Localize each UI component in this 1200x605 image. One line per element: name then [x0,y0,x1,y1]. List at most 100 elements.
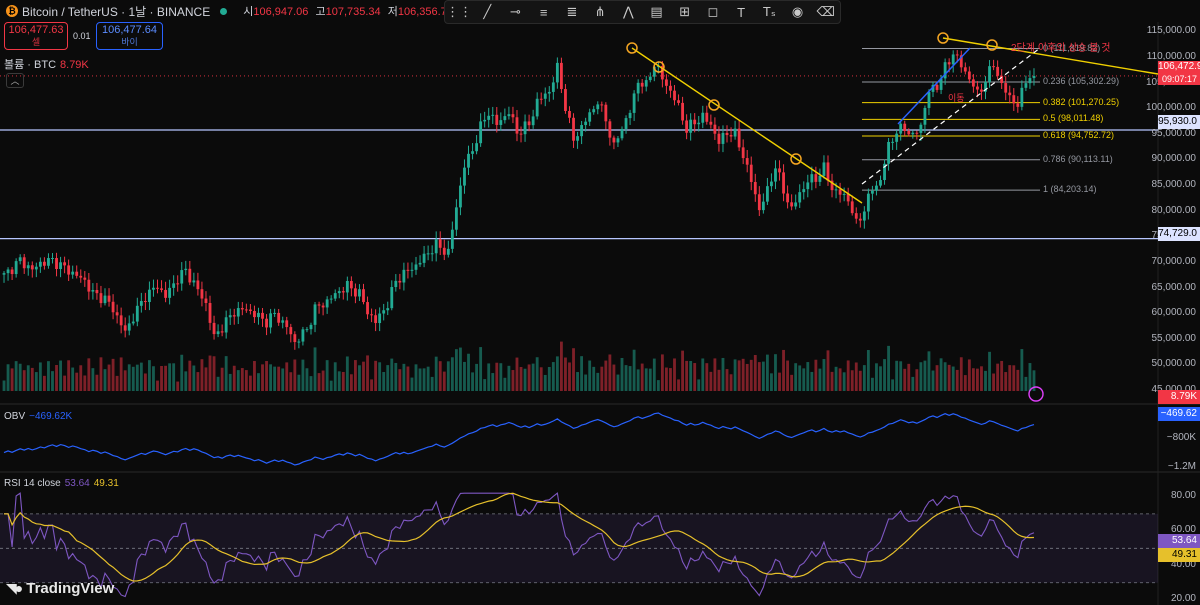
candle-body [576,136,579,141]
symbol-title[interactable]: Bitcoin / TetherUS · 1날 · BINANCE [22,4,211,19]
forecast-icon[interactable]: ⊞ [679,4,691,19]
volume-bar [123,370,127,391]
volume-bar [216,376,220,391]
volume-bar [22,370,26,391]
candle-body [42,261,46,266]
candle-body [47,258,50,266]
volume-bar [737,360,741,391]
eraser-icon[interactable]: ⌫ [816,4,835,19]
candle-body [345,281,349,293]
pitchfork-icon[interactable]: ⋔ [594,4,606,19]
volume-bar [834,366,838,391]
candle-body [648,76,652,81]
volume-bar [850,370,854,391]
candle-body [313,304,317,325]
horizontal-ray-icon[interactable]: ⊸ [510,4,521,19]
candle-body [1032,75,1036,79]
volume-bar [71,367,75,391]
volume-bar [34,372,38,391]
candle-body [644,80,648,87]
candle-body [733,128,737,137]
volume-tag: 8.79K [1158,390,1200,404]
candle-body [612,137,616,143]
candle-body [471,151,474,154]
candle-body [596,104,600,110]
volume-bar [317,373,321,391]
volume-legend[interactable]: 볼륨 · BTC 8.79K [4,59,89,71]
candle-body [705,112,709,122]
trend-line-icon[interactable]: ╱ [483,4,492,19]
candle-body [248,309,252,311]
price-axis-tick: 110,000.00 [1146,50,1196,62]
candle-body [26,265,30,269]
volume-bar [883,359,886,391]
volume-bar [30,367,34,391]
candle-body [236,308,240,317]
brush-icon[interactable]: ◻ [707,4,719,19]
fib-retracement-icon[interactable]: ≣ [566,4,578,19]
candle-body [394,280,398,288]
level-tag-74729: 74,729.0 [1158,227,1200,241]
candle-body [75,271,79,276]
candle-body [826,162,830,181]
candle-body [697,122,701,125]
candle-body [119,315,123,326]
volume-bar [253,361,256,391]
volume-bar [551,362,555,391]
candle-body [834,189,838,191]
volume-bar [669,368,672,391]
volume-bar [846,360,850,391]
candle-body [454,207,458,230]
tradingview-logo[interactable]: ◥● TradingView [6,580,115,597]
text-note-icon[interactable]: Tₛ [762,4,776,19]
volume-bar [273,366,277,391]
alert-icon [1028,386,1044,402]
candle-body [547,91,551,94]
volume-bar [67,360,71,391]
volume-bar [289,372,293,391]
parallel-channel-icon[interactable]: ≡ [539,4,548,20]
candle-body [212,322,216,335]
ohlc-values: 시106,947.06 고107,735.34 저106,356.76 종 [243,6,470,18]
rsi-legend[interactable]: RSI 14 close 53.64 49.31 [4,478,119,489]
candle-body [115,312,119,316]
volume-bar [1028,363,1032,391]
volume-bar [830,371,834,391]
annotation-small[interactable]: 이동 [948,93,965,103]
candle-body [539,98,543,100]
volume-bar [212,356,216,391]
text-icon[interactable]: T [737,4,746,20]
volume-bar [939,358,943,391]
candle-body [232,315,236,317]
volume-bar [604,360,608,391]
volume-bar [75,372,79,391]
obv-tick: −800K [1166,432,1196,443]
long-position-icon[interactable]: ▤ [650,4,663,19]
volume-bar [382,372,386,391]
drag-handle-icon[interactable]: ⋮⋮ [446,4,473,19]
volume-bar [180,354,184,391]
volume-bar [358,365,361,391]
volume-bar [248,375,252,391]
xabcd-pattern-icon[interactable]: ⋀ [622,4,634,19]
annotation-note[interactable]: 2단계 이후의 상승 볼 것 [1011,43,1111,54]
buy-button[interactable]: 106,477.64 바이 [96,22,163,50]
volume-bar [265,361,268,391]
collapse-legend-icon[interactable]: ︿ [6,73,24,88]
obv-legend[interactable]: OBV −469.62K [4,411,73,422]
candle-body [568,110,571,118]
volume-bar [51,371,54,391]
candle-body [418,262,422,265]
measure-icon[interactable]: ◉ [791,4,804,19]
volume-bar [422,368,426,391]
candle-body [967,71,971,80]
candle-body [988,66,991,83]
volume-bar [871,377,874,391]
volume-bar [99,357,103,391]
candle-body [891,141,895,143]
candle-body [588,112,592,122]
candle-body [14,261,18,275]
candle-body [309,324,313,330]
sell-button[interactable]: 106,477.63 셀 [4,22,68,50]
